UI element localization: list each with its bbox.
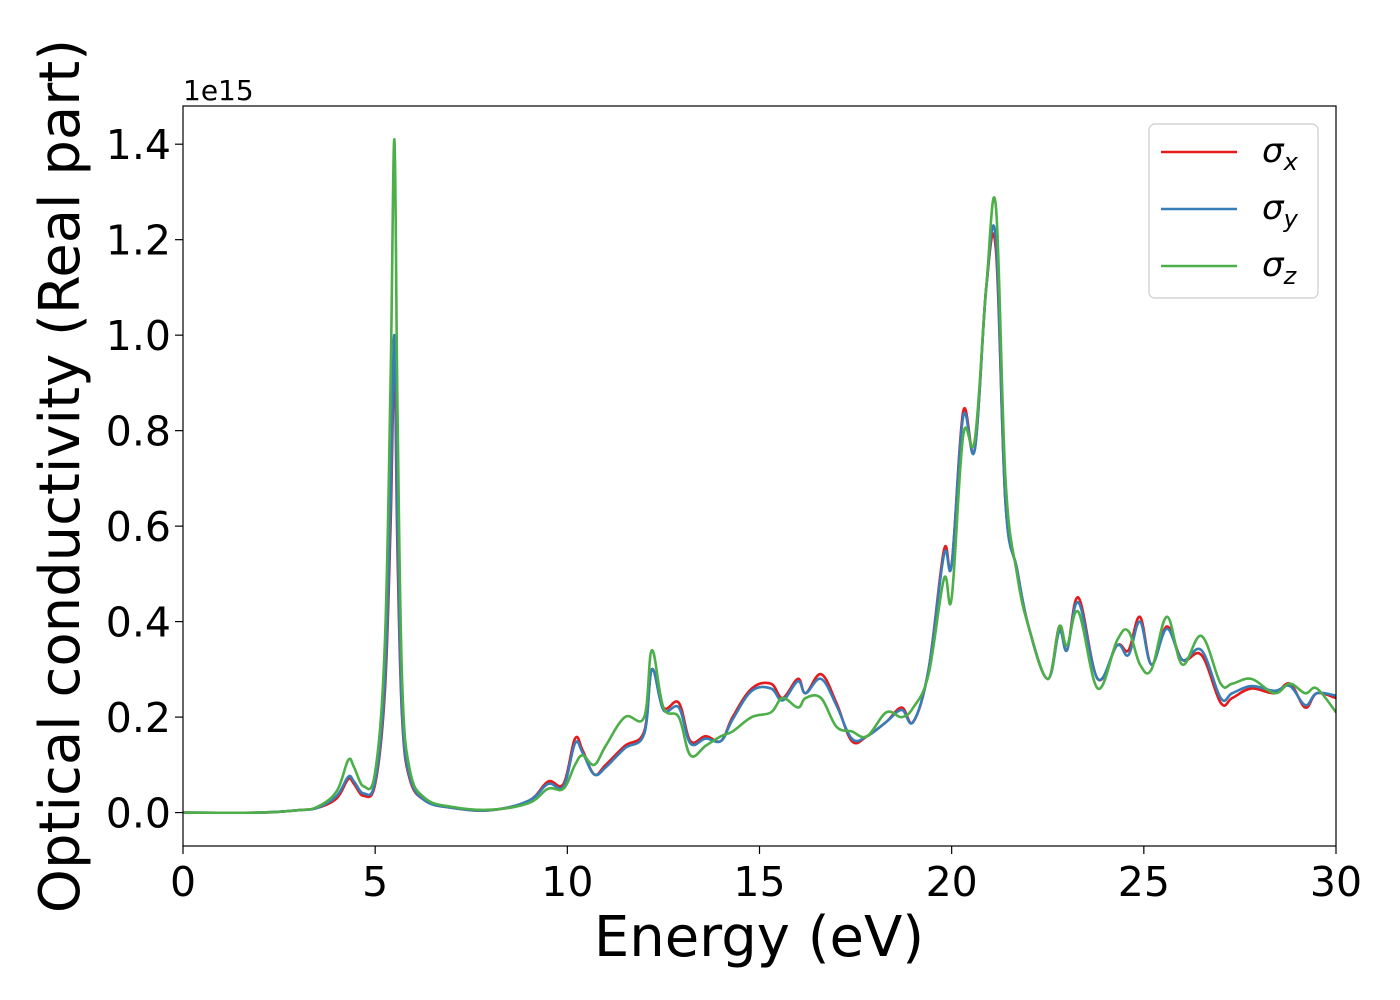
y-tick-label: 0.2 <box>106 694 171 742</box>
x-tick-label: 5 <box>362 858 388 906</box>
y-tick-label: 0.4 <box>106 599 171 647</box>
series-line-y <box>183 224 1336 815</box>
legend-subscript: y <box>1283 205 1299 233</box>
legend-box <box>1148 123 1319 299</box>
y-tick-label: 1.4 <box>106 121 171 169</box>
x-tick-label: 30 <box>1310 858 1362 906</box>
y-tick-label: 0.0 <box>106 790 171 838</box>
x-tick-label: 25 <box>1118 858 1170 906</box>
legend-label-y: σy <box>1262 188 1299 233</box>
series-line-z <box>183 138 1336 815</box>
y-tick-label: 0.6 <box>106 503 171 551</box>
x-tick-label: 15 <box>733 858 785 906</box>
legend-symbol: σ <box>1262 131 1285 171</box>
x-axis: 0 5 10 15 20 25 30 <box>170 846 1362 906</box>
legend-label-z: σz <box>1262 245 1298 290</box>
x-tick-label: 20 <box>926 858 978 906</box>
legend-subscript: x <box>1283 148 1299 176</box>
y-tick-label: 1.2 <box>106 217 171 265</box>
x-tick-label: 0 <box>170 858 196 906</box>
series-layer <box>183 138 1336 815</box>
y-tick-label: 0.8 <box>106 408 171 456</box>
y-axis-label: Optical conductivity (Real part) <box>28 39 93 913</box>
y-offset-text: 1e15 <box>183 74 254 107</box>
legend-symbol: σ <box>1262 188 1285 228</box>
y-tick-label: 1.0 <box>106 312 171 360</box>
legend-subscript: z <box>1283 262 1298 290</box>
legend-symbol: σ <box>1262 245 1285 285</box>
x-axis-label: Energy (eV) <box>594 905 924 970</box>
x-tick-label: 10 <box>541 858 593 906</box>
y-axis: 0.0 0.2 0.4 0.6 0.8 1.0 1.2 1.4 <box>106 121 183 838</box>
legend-label-x: σx <box>1262 131 1299 176</box>
